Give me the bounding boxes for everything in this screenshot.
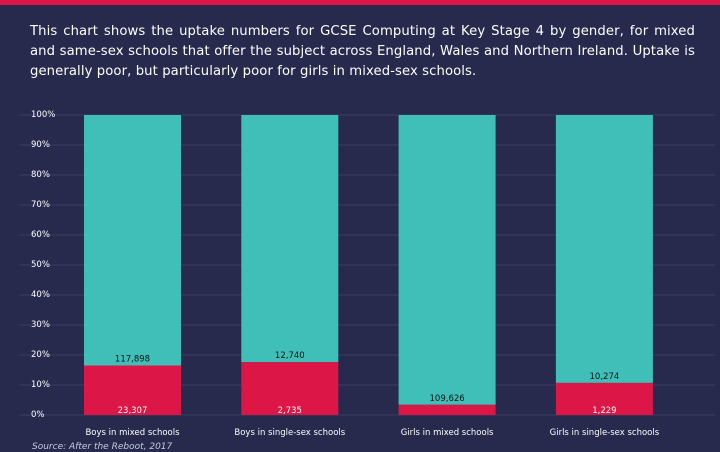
y-tick-label: 100% [31,110,55,120]
y-tick-label: 90% [31,140,50,150]
chart-description: This chart shows the uptake numbers for … [30,24,695,79]
y-tick-label: 20% [31,350,50,360]
y-tick-label: 70% [31,200,50,210]
bar-segment-did-not-take [555,115,653,383]
bar-segment-did-not-take [84,115,181,366]
data-label-did-not-take: 12,740 [275,351,305,361]
data-label-did-not-take: 117,898 [115,355,150,365]
x-category-label: Boys in mixed schools [85,428,180,438]
y-tick-label: 80% [31,170,50,180]
data-label-took-subject: 23,307 [118,406,148,416]
bar-segment-did-not-take [241,115,339,363]
data-label-did-not-take: 10,274 [590,372,620,382]
y-tick-label: 10% [31,380,50,390]
data-label-took-subject: 2,735 [278,406,302,416]
bar-segment-took-subject [555,382,653,415]
data-label-took-subject: 109,626 [430,394,465,404]
bar-segment-took-subject [84,365,181,415]
x-category-label: Girls in single-sex schools [550,428,660,438]
bar-segment-did-not-take [398,115,496,405]
bar-segment-took-subject [398,404,496,415]
y-tick-label: 50% [31,260,50,270]
y-tick-label: 40% [31,290,50,300]
y-tick-label: 0% [31,410,45,420]
top-accent-stripe [0,0,720,5]
data-label-took-subject: 1,229 [592,406,616,416]
x-category-label: Boys in single-sex schools [234,428,345,438]
y-tick-label: 60% [31,230,50,240]
x-category-label: Girls in mixed schools [401,428,494,438]
source-note: Source: After the Reboot, 2017 [32,442,173,452]
bar-segment-took-subject [241,362,339,415]
y-tick-label: 30% [31,320,50,330]
